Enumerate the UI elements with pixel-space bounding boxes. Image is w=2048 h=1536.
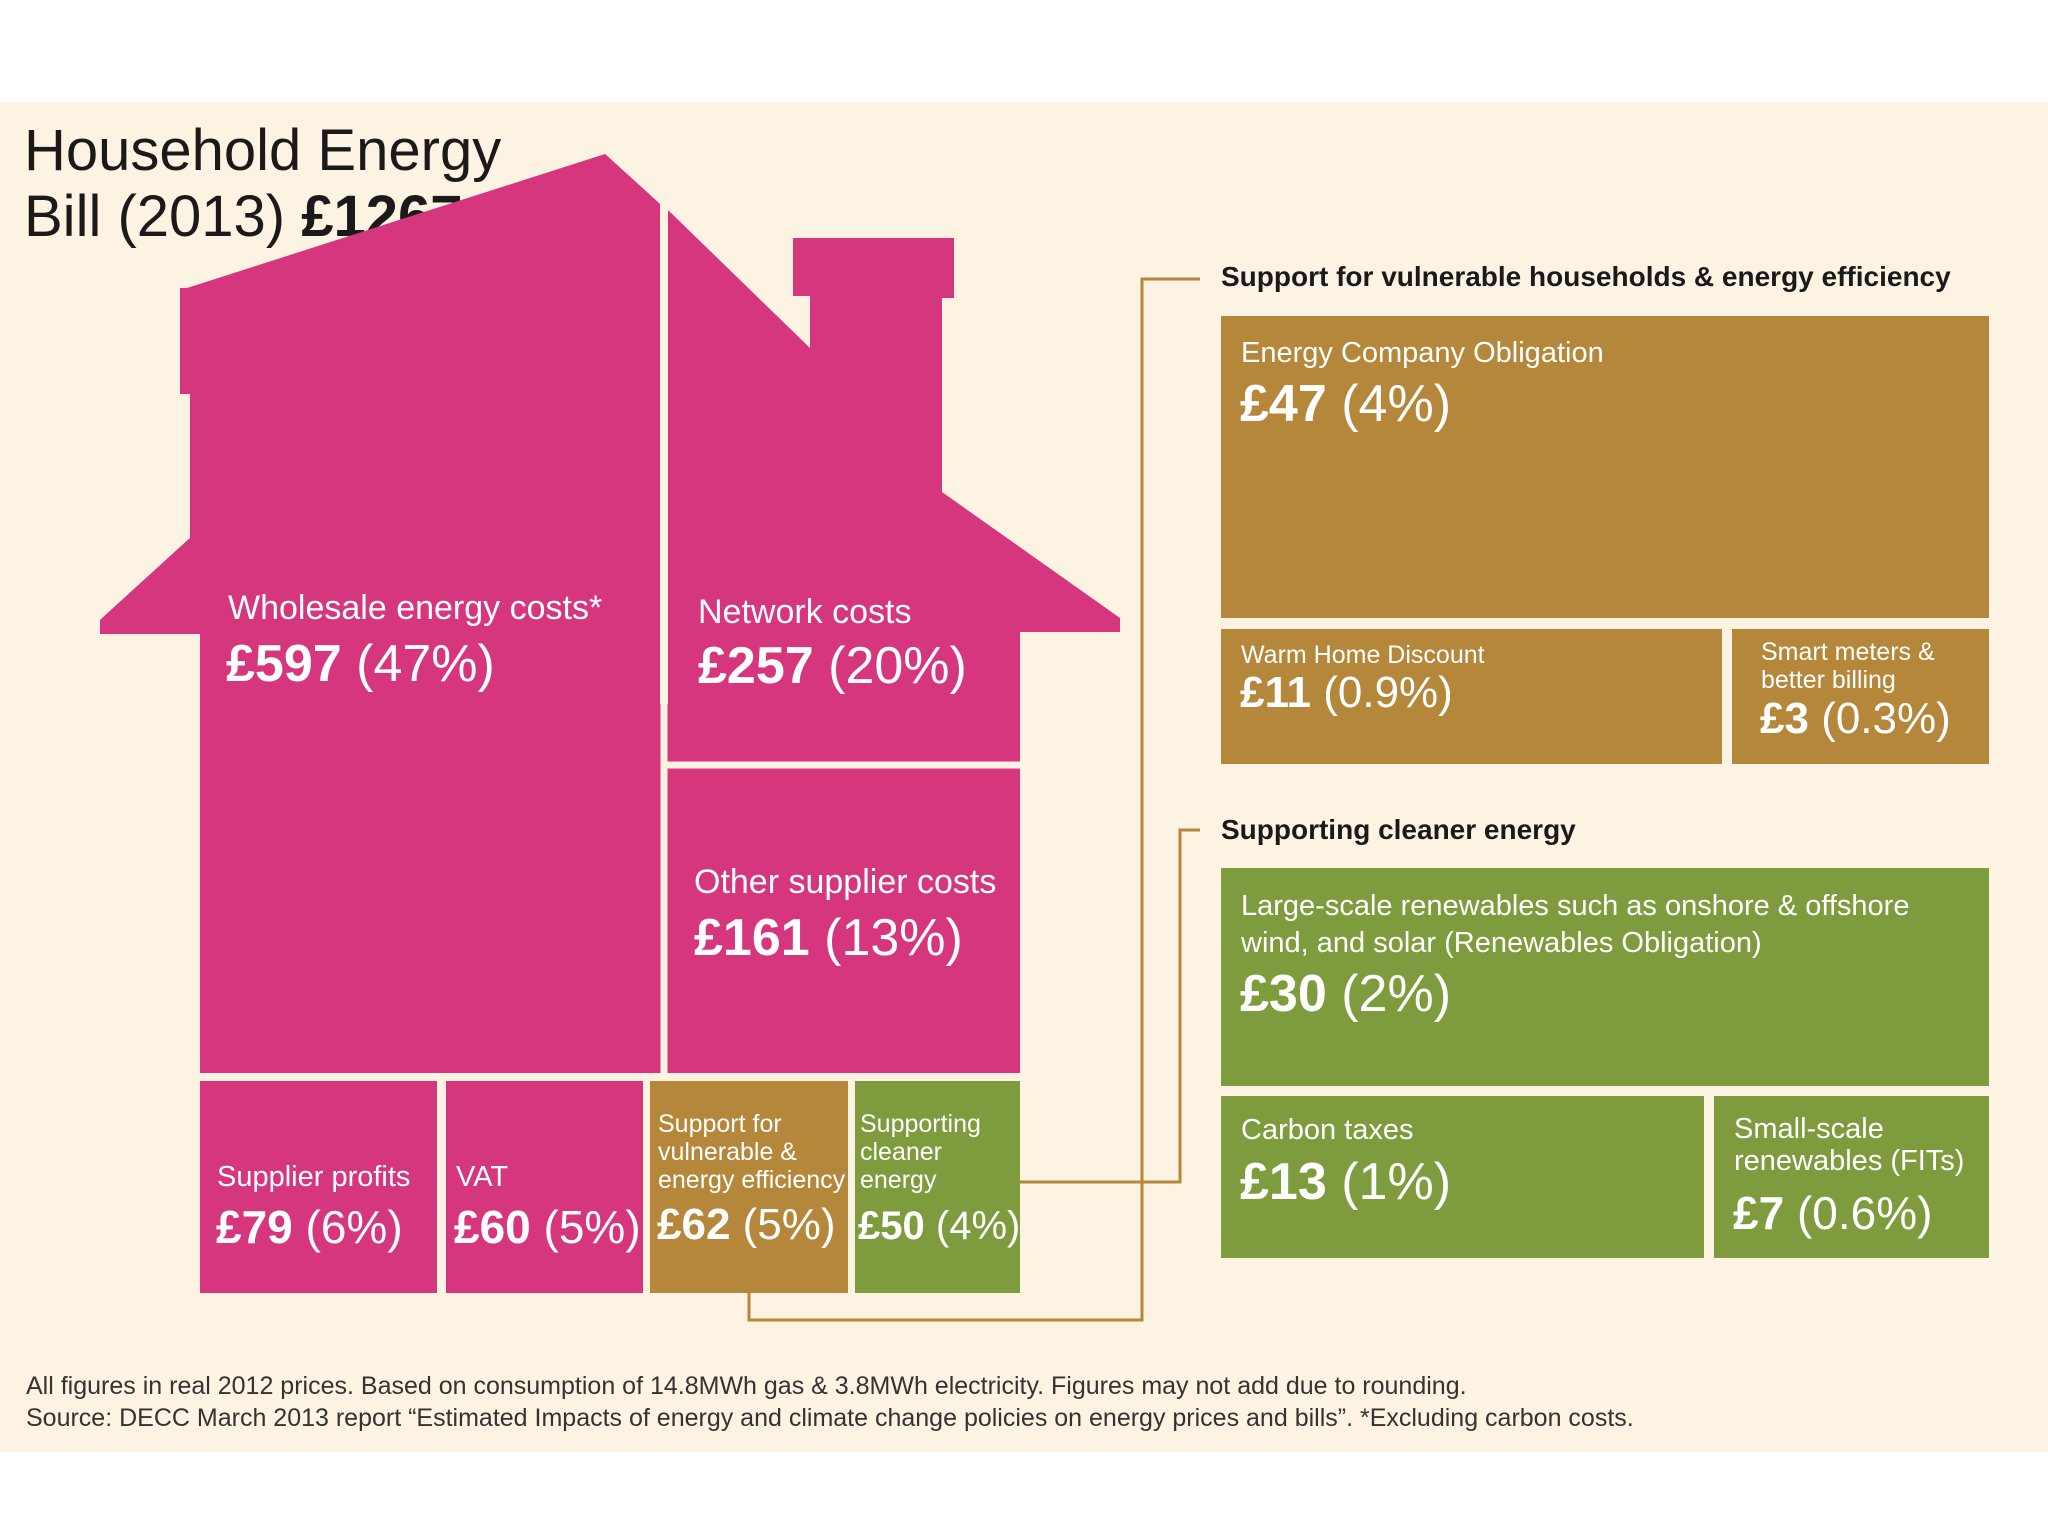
page-title: Household Energy Bill (2013) £1267 <box>24 118 501 250</box>
wholesale-amount: £597 (47%) <box>226 634 495 694</box>
other-amount: £161 (13%) <box>694 908 963 968</box>
carbon-value: £13 <box>1240 1153 1327 1211</box>
warm-home-value: £11 <box>1240 668 1311 717</box>
carbon-pct: (1%) <box>1341 1153 1452 1211</box>
box-eco <box>1221 316 1989 618</box>
smart-pct: (0.3%) <box>1821 694 1951 743</box>
house-diagram <box>100 154 1989 1322</box>
vat-pct: (5%) <box>543 1201 641 1253</box>
box-small-scale <box>1714 1096 1989 1258</box>
cleaner-small-label: Supporting cleaner energy <box>860 1110 981 1194</box>
vat-amount: £60 (5%) <box>454 1200 641 1254</box>
title-prefix: Bill (2013) <box>24 184 286 249</box>
large-scale-label-line: wind, and solar (Renewables Obligation) <box>1241 927 1762 959</box>
support-small-pct: (5%) <box>742 1200 836 1249</box>
small-scale-label: Small-scale renewables (FITs) <box>1734 1113 1964 1177</box>
eco-pct: (4%) <box>1341 375 1452 433</box>
profits-pct: (6%) <box>305 1201 403 1253</box>
network-label: Network costs <box>698 593 912 631</box>
box-supplier-profits <box>200 1081 437 1293</box>
other-label: Other supplier costs <box>694 863 997 901</box>
large-scale-pct: (2%) <box>1341 965 1452 1023</box>
box-cleaner-small <box>855 1081 1020 1293</box>
network-amount: £257 (20%) <box>698 636 967 696</box>
other-value: £161 <box>694 909 810 967</box>
profits-amount: £79 (6%) <box>216 1200 403 1254</box>
wholesale-value: £597 <box>226 635 342 693</box>
smart-label-line: Smart meters & <box>1761 638 1935 666</box>
cleaner-small-pct: (4%) <box>935 1204 1021 1248</box>
title-line-1: Household Energy <box>24 118 502 183</box>
footnote-figures: All figures in real 2012 prices. Based o… <box>26 1372 1467 1400</box>
cleaner-heading: Supporting cleaner energy <box>1221 814 1576 845</box>
small-scale-amount: £7 (0.6%) <box>1733 1186 1932 1240</box>
large-scale-label: Large-scale renewables such as onshore &… <box>1241 888 1909 962</box>
smart-value: £3 <box>1760 694 1809 743</box>
smart-amount: £3 (0.3%) <box>1760 694 1951 744</box>
smart-label-line: better billing <box>1761 666 1896 694</box>
smart-label: Smart meters & better billing <box>1761 638 1935 694</box>
support-heading: Support for vulnerable households & ener… <box>1221 261 1951 292</box>
small-scale-pct: (0.6%) <box>1796 1187 1933 1239</box>
vat-label: VAT <box>456 1161 509 1193</box>
large-scale-label-line: Large-scale renewables such as onshore &… <box>1241 890 1910 922</box>
large-scale-value: £30 <box>1240 965 1327 1023</box>
box-large-scale <box>1221 868 1989 1086</box>
network-pct: (20%) <box>828 637 967 695</box>
box-carbon <box>1221 1096 1704 1258</box>
wholesale-pct: (47%) <box>356 635 495 693</box>
connector-cleaner <box>1020 828 1200 1184</box>
chimney-stack <box>810 282 942 392</box>
support-small-label-line: energy efficiency <box>658 1166 846 1194</box>
warm-home-pct: (0.9%) <box>1323 668 1453 717</box>
small-scale-label-line: renewables (FITs) <box>1734 1145 1965 1177</box>
cleaner-small-label-line: energy <box>860 1166 937 1194</box>
support-small-label-line: vulnerable & <box>658 1138 797 1166</box>
cleaner-small-value: £50 <box>858 1204 925 1248</box>
cleaner-small-label-line: cleaner <box>860 1138 942 1166</box>
support-small-label: Support for vulnerable & energy efficien… <box>658 1110 845 1194</box>
box-vat <box>446 1081 643 1293</box>
network-value: £257 <box>698 637 814 695</box>
infographic-canvas: Household Energy Bill (2013) £1267 <box>0 102 2048 1452</box>
carbon-label: Carbon taxes <box>1241 1114 1414 1146</box>
eco-value: £47 <box>1240 375 1327 433</box>
profits-value: £79 <box>216 1201 293 1253</box>
wholesale-label: Wholesale energy costs* <box>228 589 603 627</box>
box-smart <box>1732 629 1989 764</box>
carbon-amount: £13 (1%) <box>1240 1152 1451 1212</box>
support-small-amount: £62 (5%) <box>657 1200 836 1250</box>
house-left-block <box>100 288 605 1080</box>
connector-support <box>747 277 1200 1322</box>
eco-label: Energy Company Obligation <box>1241 337 1604 369</box>
warm-home-label: Warm Home Discount <box>1241 641 1485 669</box>
cleaner-small-label-line: Supporting <box>860 1110 981 1138</box>
small-scale-label-line: Small-scale <box>1734 1113 1884 1145</box>
profits-label: Supplier profits <box>217 1161 411 1193</box>
support-small-label-line: Support for <box>658 1110 782 1138</box>
support-small-value: £62 <box>657 1200 731 1249</box>
small-scale-value: £7 <box>1733 1187 1785 1239</box>
box-warm-home <box>1221 629 1722 764</box>
cleaner-small-amount: £50 (4%) <box>858 1202 1020 1250</box>
footnote-source: Source: DECC March 2013 report “Estimate… <box>26 1404 1634 1432</box>
house-roof-peak <box>480 154 660 288</box>
large-scale-amount: £30 (2%) <box>1240 964 1451 1024</box>
warm-home-amount: £11 (0.9%) <box>1240 668 1453 718</box>
house-right-roof <box>668 210 1120 1080</box>
box-support-small <box>650 1081 848 1293</box>
other-pct: (13%) <box>824 909 963 967</box>
eco-amount: £47 (4%) <box>1240 374 1451 434</box>
vat-value: £60 <box>454 1201 531 1253</box>
